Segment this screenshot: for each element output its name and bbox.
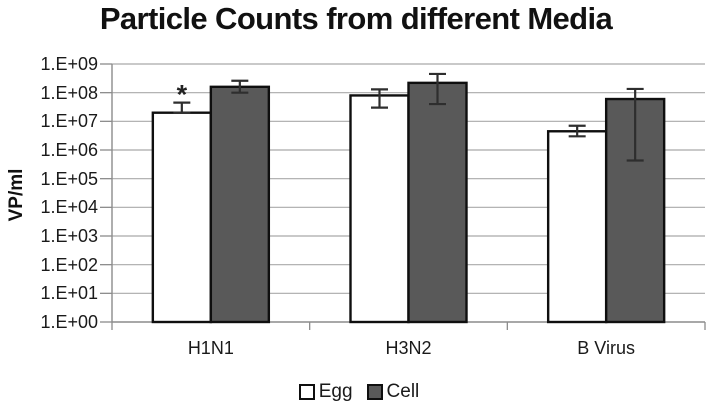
legend-swatch-icon (366, 384, 383, 400)
legend-label: Cell (386, 381, 420, 402)
legend-label: Egg (318, 381, 353, 402)
error-bar-egg-h3n2 (371, 88, 388, 109)
error-bar-cell-h3n2 (429, 72, 446, 106)
error-bar-cell-h1n1 (231, 79, 249, 94)
bar-cell-h1n1 (209, 85, 271, 324)
y-axis-tick-label: 1.E+05 (40, 168, 98, 189)
x-axis-category-label-h3n2: H3N2 (385, 338, 432, 358)
legend-swatch-icon (298, 384, 315, 400)
x-axis-category-label-h1n1: H1N1 (187, 338, 234, 358)
y-axis-tick-label: 1.E+06 (40, 140, 98, 160)
x-axis-category-label-b-virus: B Virus (577, 338, 635, 358)
chart-title: Particle Counts from different Media (99, 1, 613, 36)
y-axis-tick-label: 1.E+08 (40, 82, 98, 103)
legend-item-egg: Egg (298, 381, 353, 403)
bar-cell-h3n2 (407, 81, 468, 324)
bar-egg-h3n2 (349, 94, 410, 324)
error-bar-cell-b-virus (626, 87, 644, 162)
error-bar-egg-b-virus (568, 124, 586, 138)
y-axis-tick-label: 1.E+01 (40, 283, 98, 304)
bar-egg-b-virus (546, 130, 608, 324)
y-axis-tick-label: 1.E+00 (40, 312, 98, 332)
y-axis-tick-label: 1.E+04 (40, 197, 98, 218)
bar-egg-h1n1 (151, 111, 213, 324)
significance-asterisk: * (177, 80, 188, 110)
error-bar-egg-h1n1 (173, 101, 191, 114)
y-axis-tick-label: 1.E+03 (40, 226, 98, 246)
y-axis-tick-label: 1.E+02 (40, 254, 98, 275)
legend-item-cell: Cell (366, 381, 420, 403)
y-axis-tick-label: 1.E+07 (40, 111, 98, 132)
chart-legend: Egg Cell (3, 381, 712, 403)
y-axis-tick-label: 1.E+09 (40, 54, 98, 74)
